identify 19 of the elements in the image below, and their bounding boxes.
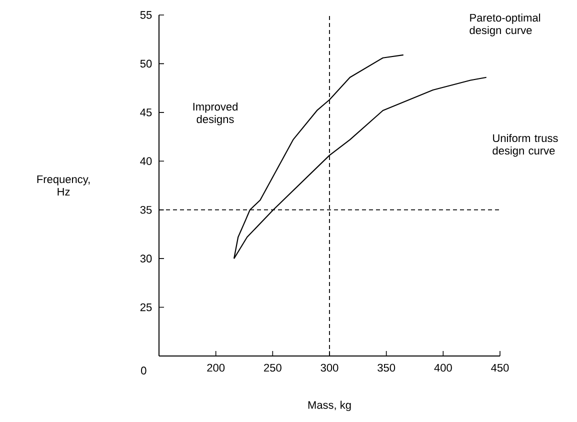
- y-tick-label: 45: [140, 108, 152, 116]
- x-tick-label: 200: [207, 364, 225, 372]
- x-tick-label: 400: [434, 364, 452, 372]
- x-tick-label: 250: [264, 364, 282, 372]
- x-axis-title: Mass, kg: [308, 400, 351, 412]
- text: Uniform truss design curve: [492, 134, 558, 157]
- y-tick-label: 50: [140, 60, 152, 68]
- y-tick-label: 25: [140, 303, 152, 312]
- x-tick-label: 300: [320, 364, 338, 372]
- text: 0: [141, 366, 146, 374]
- y-tick-label: 35: [140, 206, 152, 214]
- x-tick-label: 350: [378, 364, 396, 372]
- y-tick-label: 55: [140, 11, 152, 19]
- y-axis-title: Frequency, Hz: [37, 175, 90, 196]
- y-tick-label: 30: [140, 254, 152, 262]
- annotation: Improved designs: [193, 102, 238, 126]
- y-tick-label: 40: [140, 157, 152, 166]
- text: Pareto-optimal design curve: [470, 14, 540, 36]
- x-tick-label: 450: [491, 364, 509, 372]
